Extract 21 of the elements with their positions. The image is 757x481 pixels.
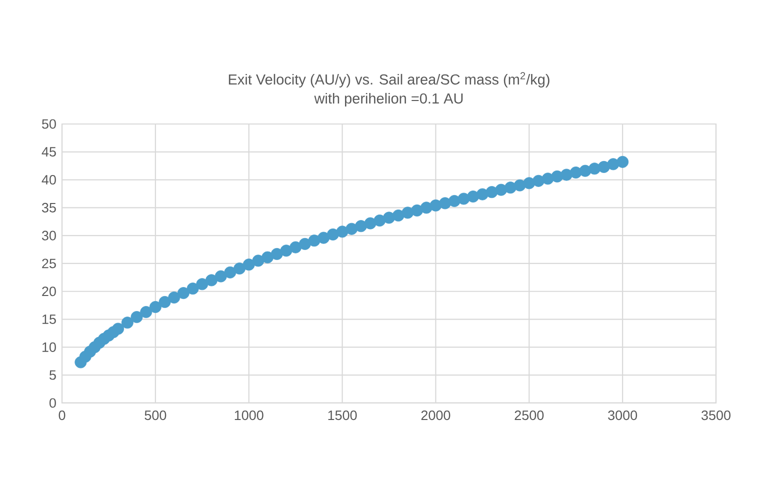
x-tick-label: 500 bbox=[144, 410, 166, 420]
x-tick-label: 3500 bbox=[702, 410, 730, 420]
x-tick-label: 2000 bbox=[421, 410, 450, 420]
y-tick-label: 45 bbox=[42, 147, 56, 157]
x-tick-label: 2500 bbox=[514, 410, 544, 420]
y-tick-label: 50 bbox=[42, 119, 56, 129]
x-tick-label: 1500 bbox=[328, 410, 357, 420]
y-tick-label: 30 bbox=[42, 230, 56, 240]
y-tick-label: 15 bbox=[42, 314, 56, 324]
x-tick-label: 0 bbox=[58, 410, 66, 420]
y-tick-label: 25 bbox=[42, 258, 56, 268]
y-tick-label: 40 bbox=[42, 175, 56, 185]
y-tick-label: 5 bbox=[50, 370, 56, 380]
x-tick-label: 1000 bbox=[234, 410, 264, 420]
x-tick-label: 3000 bbox=[608, 410, 638, 420]
y-tick-label: 20 bbox=[42, 286, 56, 296]
chart-subtitle: with perihelion =0.1 AU bbox=[314, 92, 463, 106]
y-tick-label: 35 bbox=[42, 202, 56, 212]
chart-title: Exit Velocity (AU/y) vs. Sail area/SC mass (m$^{2}$/kg) bbox=[228, 72, 550, 88]
y-tick-label: 10 bbox=[42, 342, 56, 352]
y-tick-label: 0 bbox=[50, 398, 56, 408]
